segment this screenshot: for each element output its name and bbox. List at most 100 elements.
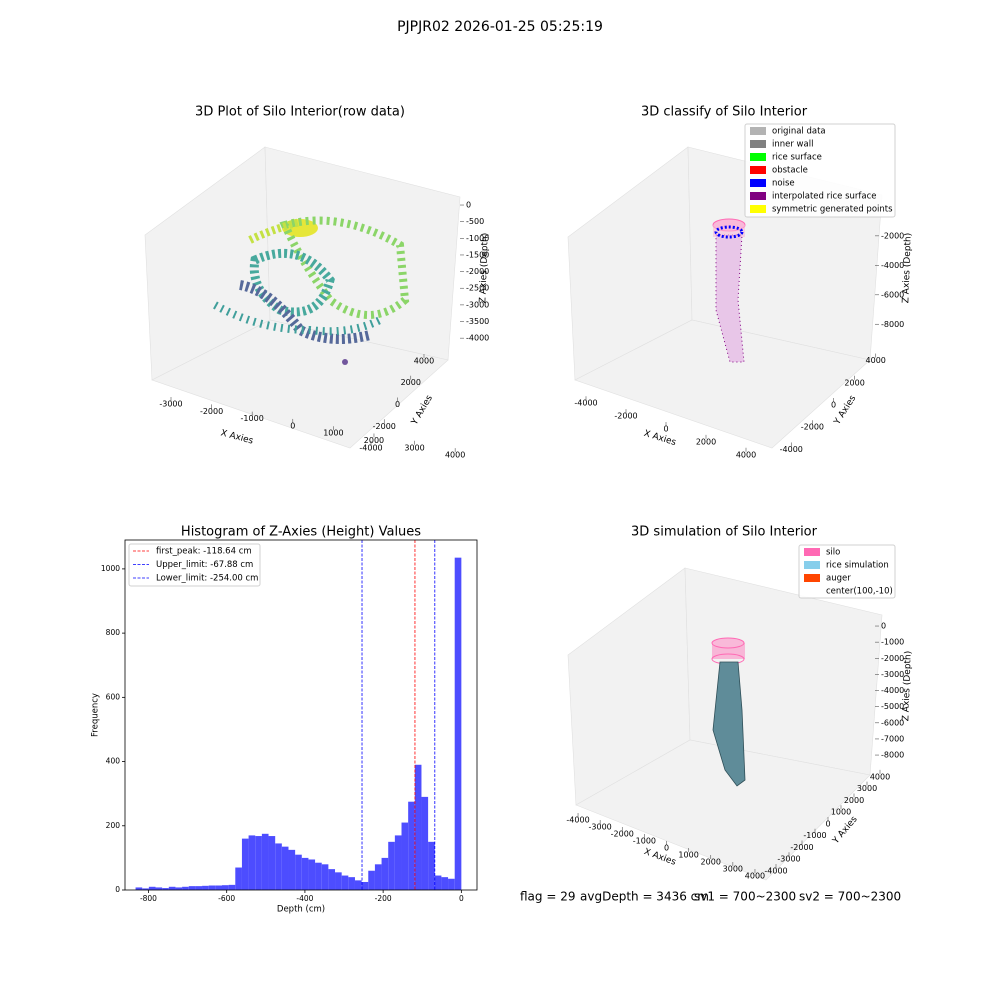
x-tick-label: -2000 — [611, 830, 634, 839]
y-tick-label: -4000 — [764, 866, 787, 875]
bar — [361, 881, 369, 890]
z-tick-label: -1500 — [466, 250, 489, 259]
z-tick-label: -4000 — [466, 334, 489, 343]
bar — [414, 764, 422, 890]
x-tick-label: -1000 — [633, 837, 656, 846]
legend-swatch — [750, 153, 766, 161]
legend-box — [128, 543, 261, 587]
y-tick-label: 0 — [115, 885, 120, 894]
x-tick-label: 2000 — [364, 436, 384, 445]
chart-title: Histogram of Z-Axies (Height) Values — [181, 525, 421, 540]
bar — [321, 864, 329, 890]
point-cloud — [213, 216, 410, 365]
x-tick-label: 0 — [664, 844, 669, 853]
z-tick-label: -2000 — [881, 231, 904, 240]
x-tick-label: -200 — [375, 894, 392, 903]
z-tick-label: 0 — [881, 622, 886, 631]
z-tick-label: -2500 — [466, 284, 489, 293]
z-tick-label: -8000 — [881, 751, 904, 760]
z-axis-label: Z Axies (Depth) — [478, 233, 490, 304]
y-tick-label: 4000 — [870, 772, 890, 781]
z-tick-label: -3000 — [881, 670, 904, 679]
x-tick-label: 2000 — [696, 437, 716, 446]
bar — [162, 888, 169, 890]
y-tick-label: 0 — [395, 400, 400, 409]
x-tick-label: 0 — [290, 421, 295, 430]
bar — [308, 859, 316, 890]
bar — [335, 872, 342, 890]
z-tick-label: 0 — [466, 201, 471, 210]
footer-text: sv2 = 700~2300 — [799, 890, 901, 904]
legend-label: auger — [826, 574, 851, 584]
x-tick-label: 4000 — [745, 872, 765, 881]
y-axis-label: Y Axies — [832, 394, 858, 428]
bar — [295, 854, 302, 890]
y-tick-label: 400 — [106, 757, 121, 766]
y-tick-label: -3000 — [777, 855, 800, 864]
bar — [155, 887, 163, 890]
z-tick-label: -500 — [466, 217, 484, 226]
x-tick-label: 3000 — [404, 443, 424, 452]
simulation — [711, 637, 746, 787]
z-tick-label: -3500 — [466, 317, 489, 326]
y-tick-label: -4000 — [780, 445, 803, 454]
z-tick-label: -3000 — [466, 300, 489, 309]
bar — [394, 835, 402, 890]
bar — [434, 875, 442, 890]
z-tick-label: -7000 — [881, 734, 904, 743]
bar — [275, 843, 282, 890]
bar — [315, 862, 322, 890]
x-tick-label: -800 — [140, 894, 157, 903]
legend-label: rice surface — [772, 153, 822, 163]
y-tick-label: 3000 — [857, 784, 877, 793]
x-tick-label: -2000 — [200, 407, 223, 416]
chart-title: 3D Plot of Silo Interior(row data) — [195, 105, 405, 120]
bar — [441, 877, 449, 890]
legend-label: symmetric generated points — [772, 205, 893, 215]
y-tick-label: 1000 — [831, 808, 851, 817]
legend-label: first_peak: -118.64 cm — [156, 547, 252, 557]
x-tick-label: 0 — [459, 894, 464, 903]
bar — [341, 875, 349, 890]
x-tick-label: -4000 — [566, 816, 589, 825]
y-tick-label: 0 — [831, 401, 836, 410]
legend-label: silo — [826, 548, 840, 558]
legend-swatch — [750, 166, 766, 174]
bar — [448, 878, 455, 890]
legend-swatch — [750, 205, 766, 213]
legend-swatch — [750, 127, 766, 135]
y-axis-label: Frequency — [91, 693, 101, 737]
legend-swatch — [804, 574, 820, 582]
x-tick-label: 4000 — [736, 450, 756, 459]
bar — [182, 886, 189, 890]
bar — [348, 877, 355, 890]
legend-box — [798, 544, 896, 599]
y-tick-label: 800 — [106, 628, 121, 637]
bar — [241, 838, 249, 890]
z-tick-label: -4000 — [881, 261, 904, 270]
y-tick-label: 2000 — [844, 796, 864, 805]
x-tick-label: -1000 — [241, 414, 264, 423]
bar — [408, 801, 415, 890]
bar — [235, 867, 242, 890]
bar — [374, 864, 382, 890]
x-axis-label: X Axies — [642, 429, 677, 448]
y-tick-label: 4000 — [414, 356, 434, 365]
bar — [208, 885, 216, 890]
y-tick-label: -1000 — [803, 831, 826, 840]
y-tick-label: 2000 — [844, 378, 864, 387]
bar — [368, 870, 375, 890]
footer-text: avgDepth = 3436 cm — [580, 890, 709, 904]
x-tick-label: 3000 — [723, 865, 743, 874]
bar — [195, 886, 203, 890]
bar — [175, 887, 183, 890]
legend-label: rice simulation — [826, 561, 889, 571]
legend-label: obstacle — [772, 166, 808, 176]
legend-label: original data — [772, 127, 826, 137]
legend-swatch — [804, 561, 820, 569]
x-axis-label: X Axies — [220, 428, 255, 446]
x-tick-label: 2000 — [701, 858, 721, 867]
z-tick-label: -4000 — [881, 686, 904, 695]
bar — [288, 849, 296, 890]
x-tick-label: 1000 — [323, 429, 343, 438]
